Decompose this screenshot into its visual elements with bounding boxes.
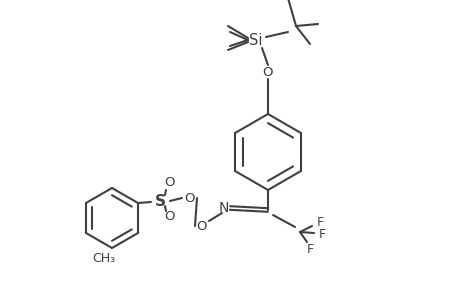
Text: O: O [185, 191, 195, 205]
Text: O: O [164, 176, 175, 190]
Text: F: F [306, 244, 313, 256]
Text: O: O [262, 65, 273, 79]
Text: O: O [196, 220, 207, 232]
Text: CH₃: CH₃ [92, 251, 115, 265]
Text: F: F [318, 227, 325, 241]
Text: F: F [316, 215, 323, 229]
Text: Si: Si [249, 32, 262, 47]
Text: N: N [218, 201, 229, 215]
Text: S: S [154, 194, 165, 208]
Text: O: O [164, 211, 175, 224]
